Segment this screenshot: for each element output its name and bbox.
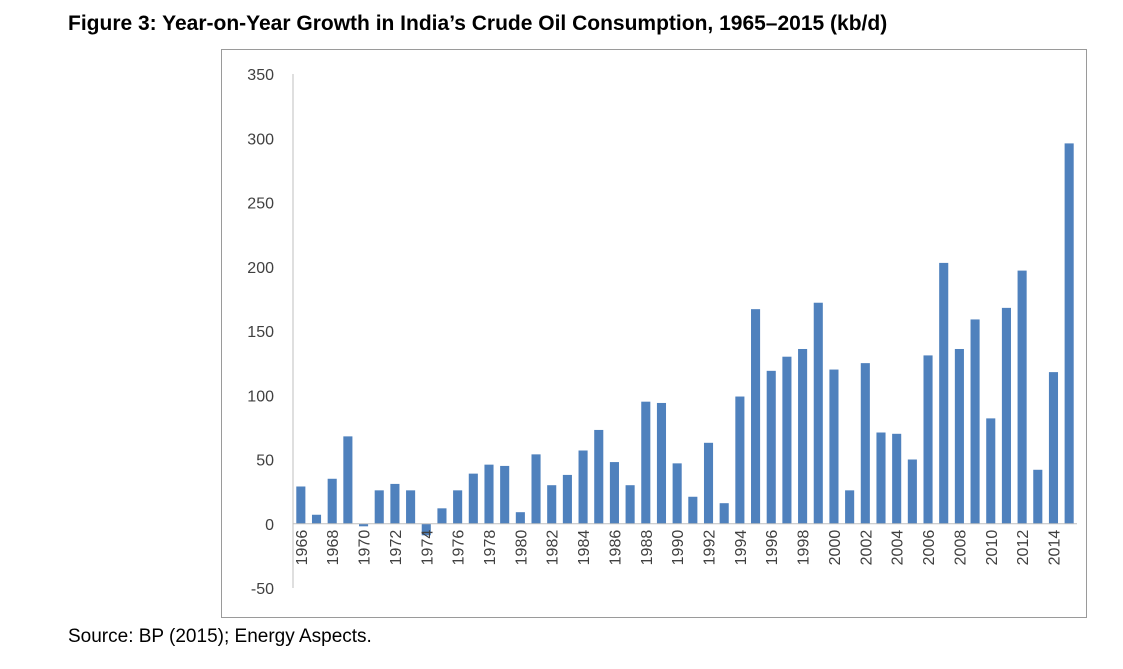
bar-2015	[1064, 143, 1074, 524]
bar-2013	[1033, 469, 1043, 524]
bar-1995	[751, 309, 761, 524]
bar-1979	[500, 465, 510, 524]
x-tick-label: 1988	[639, 530, 656, 566]
x-tick-label: 2008	[952, 530, 969, 566]
x-tick-label: 2000	[827, 530, 844, 566]
bar-1982	[547, 485, 557, 524]
bar-1997	[782, 356, 792, 524]
bar-1970	[359, 523, 369, 527]
bar-2005	[907, 459, 917, 524]
bar-2008	[954, 348, 964, 524]
bar-1998	[798, 348, 808, 524]
bar-1996	[766, 370, 776, 524]
chart-title: Figure 3: Year-on-Year Growth in India’s…	[68, 12, 888, 35]
y-tick-label: 250	[247, 196, 274, 213]
x-tick-label: 1974	[419, 530, 436, 566]
x-tick-label: 1996	[764, 530, 781, 566]
x-tick-label: 2010	[984, 530, 1001, 566]
x-axis: 1966 1968 1970 1972 1974 1976 1978 1980 1982 1984…	[293, 523, 1077, 566]
bar-1977	[468, 473, 478, 524]
bar-1993	[719, 503, 729, 524]
x-tick-label: 2014	[1046, 530, 1063, 566]
bar-chart: -50 0 50 100 150 200 250 300 350 1966 1968 1970 197…	[247, 67, 1077, 598]
source-note: Source: BP (2015); Energy Aspects.	[68, 626, 372, 647]
x-tick-label: 1994	[733, 530, 750, 566]
bar-1966	[296, 486, 306, 524]
x-tick-label: 1970	[357, 530, 374, 566]
bar-2010	[986, 418, 996, 524]
bar-2003	[876, 432, 886, 524]
bar-1967	[311, 514, 322, 524]
bar-2012	[1017, 270, 1027, 524]
bar-1988	[641, 401, 651, 524]
bar-2000	[829, 369, 839, 524]
bar-2014	[1048, 372, 1059, 524]
bar-2001	[845, 490, 855, 524]
y-tick-label: 0	[265, 517, 274, 534]
bar-2002	[860, 363, 870, 524]
bar-1992	[703, 442, 714, 524]
y-tick-label: 50	[256, 453, 274, 470]
x-tick-label: 1990	[670, 530, 687, 566]
x-tick-label: 2002	[858, 530, 875, 566]
x-tick-label: 1992	[702, 530, 719, 566]
x-tick-label: 1984	[576, 530, 593, 566]
x-tick-label: 1966	[294, 530, 311, 566]
bar-2009	[970, 319, 980, 524]
x-tick-label: 2006	[921, 530, 938, 566]
x-tick-label: 1986	[607, 530, 624, 566]
bar-1986	[609, 462, 619, 524]
x-tick-label: 1972	[388, 530, 405, 566]
bar-1989	[656, 402, 667, 524]
bar-1985	[594, 429, 604, 524]
bars	[296, 143, 1074, 536]
bar-2007	[939, 262, 949, 524]
y-tick-label: 100	[247, 388, 274, 405]
x-tick-label: 1980	[513, 530, 530, 566]
bar-1974	[421, 523, 431, 536]
bar-2011	[1001, 307, 1011, 524]
bar-1984	[578, 450, 588, 524]
y-tick-label: 200	[247, 260, 274, 277]
x-tick-label: 1982	[545, 530, 562, 566]
bar-1983	[562, 474, 572, 524]
x-tick-label: 1998	[796, 530, 813, 566]
bar-1987	[625, 485, 635, 524]
bar-1975	[437, 508, 447, 524]
bar-1973	[406, 490, 416, 524]
bar-2006	[923, 355, 933, 524]
x-tick-label: 1976	[451, 530, 468, 566]
bar-1981	[531, 454, 541, 524]
y-tick-label: 300	[247, 131, 274, 148]
y-axis: -50 0 50 100 150 200 250 300 350	[247, 67, 294, 598]
x-tick-label: 2004	[890, 530, 907, 566]
x-tick-label: 1978	[482, 530, 499, 566]
x-tick-label: 2012	[1015, 530, 1032, 566]
bar-1976	[453, 490, 463, 524]
bar-1980	[515, 512, 525, 524]
bar-1994	[735, 396, 745, 524]
bar-1999	[813, 302, 823, 524]
x-tick-label: 1968	[325, 530, 342, 566]
y-tick-label: 150	[247, 324, 274, 341]
bar-1968	[327, 478, 337, 524]
bar-1969	[343, 436, 353, 524]
bar-1991	[688, 496, 698, 524]
bar-2004	[892, 433, 902, 524]
chart-frame: -50 0 50 100 150 200 250 300 350 1966 1968 1970 197…	[221, 49, 1087, 618]
bar-1971	[374, 490, 384, 524]
bar-1972	[390, 483, 400, 524]
y-tick-label: 350	[247, 67, 274, 84]
y-tick-label: -50	[251, 581, 274, 598]
bar-1990	[672, 463, 682, 524]
bar-1978	[484, 464, 494, 524]
